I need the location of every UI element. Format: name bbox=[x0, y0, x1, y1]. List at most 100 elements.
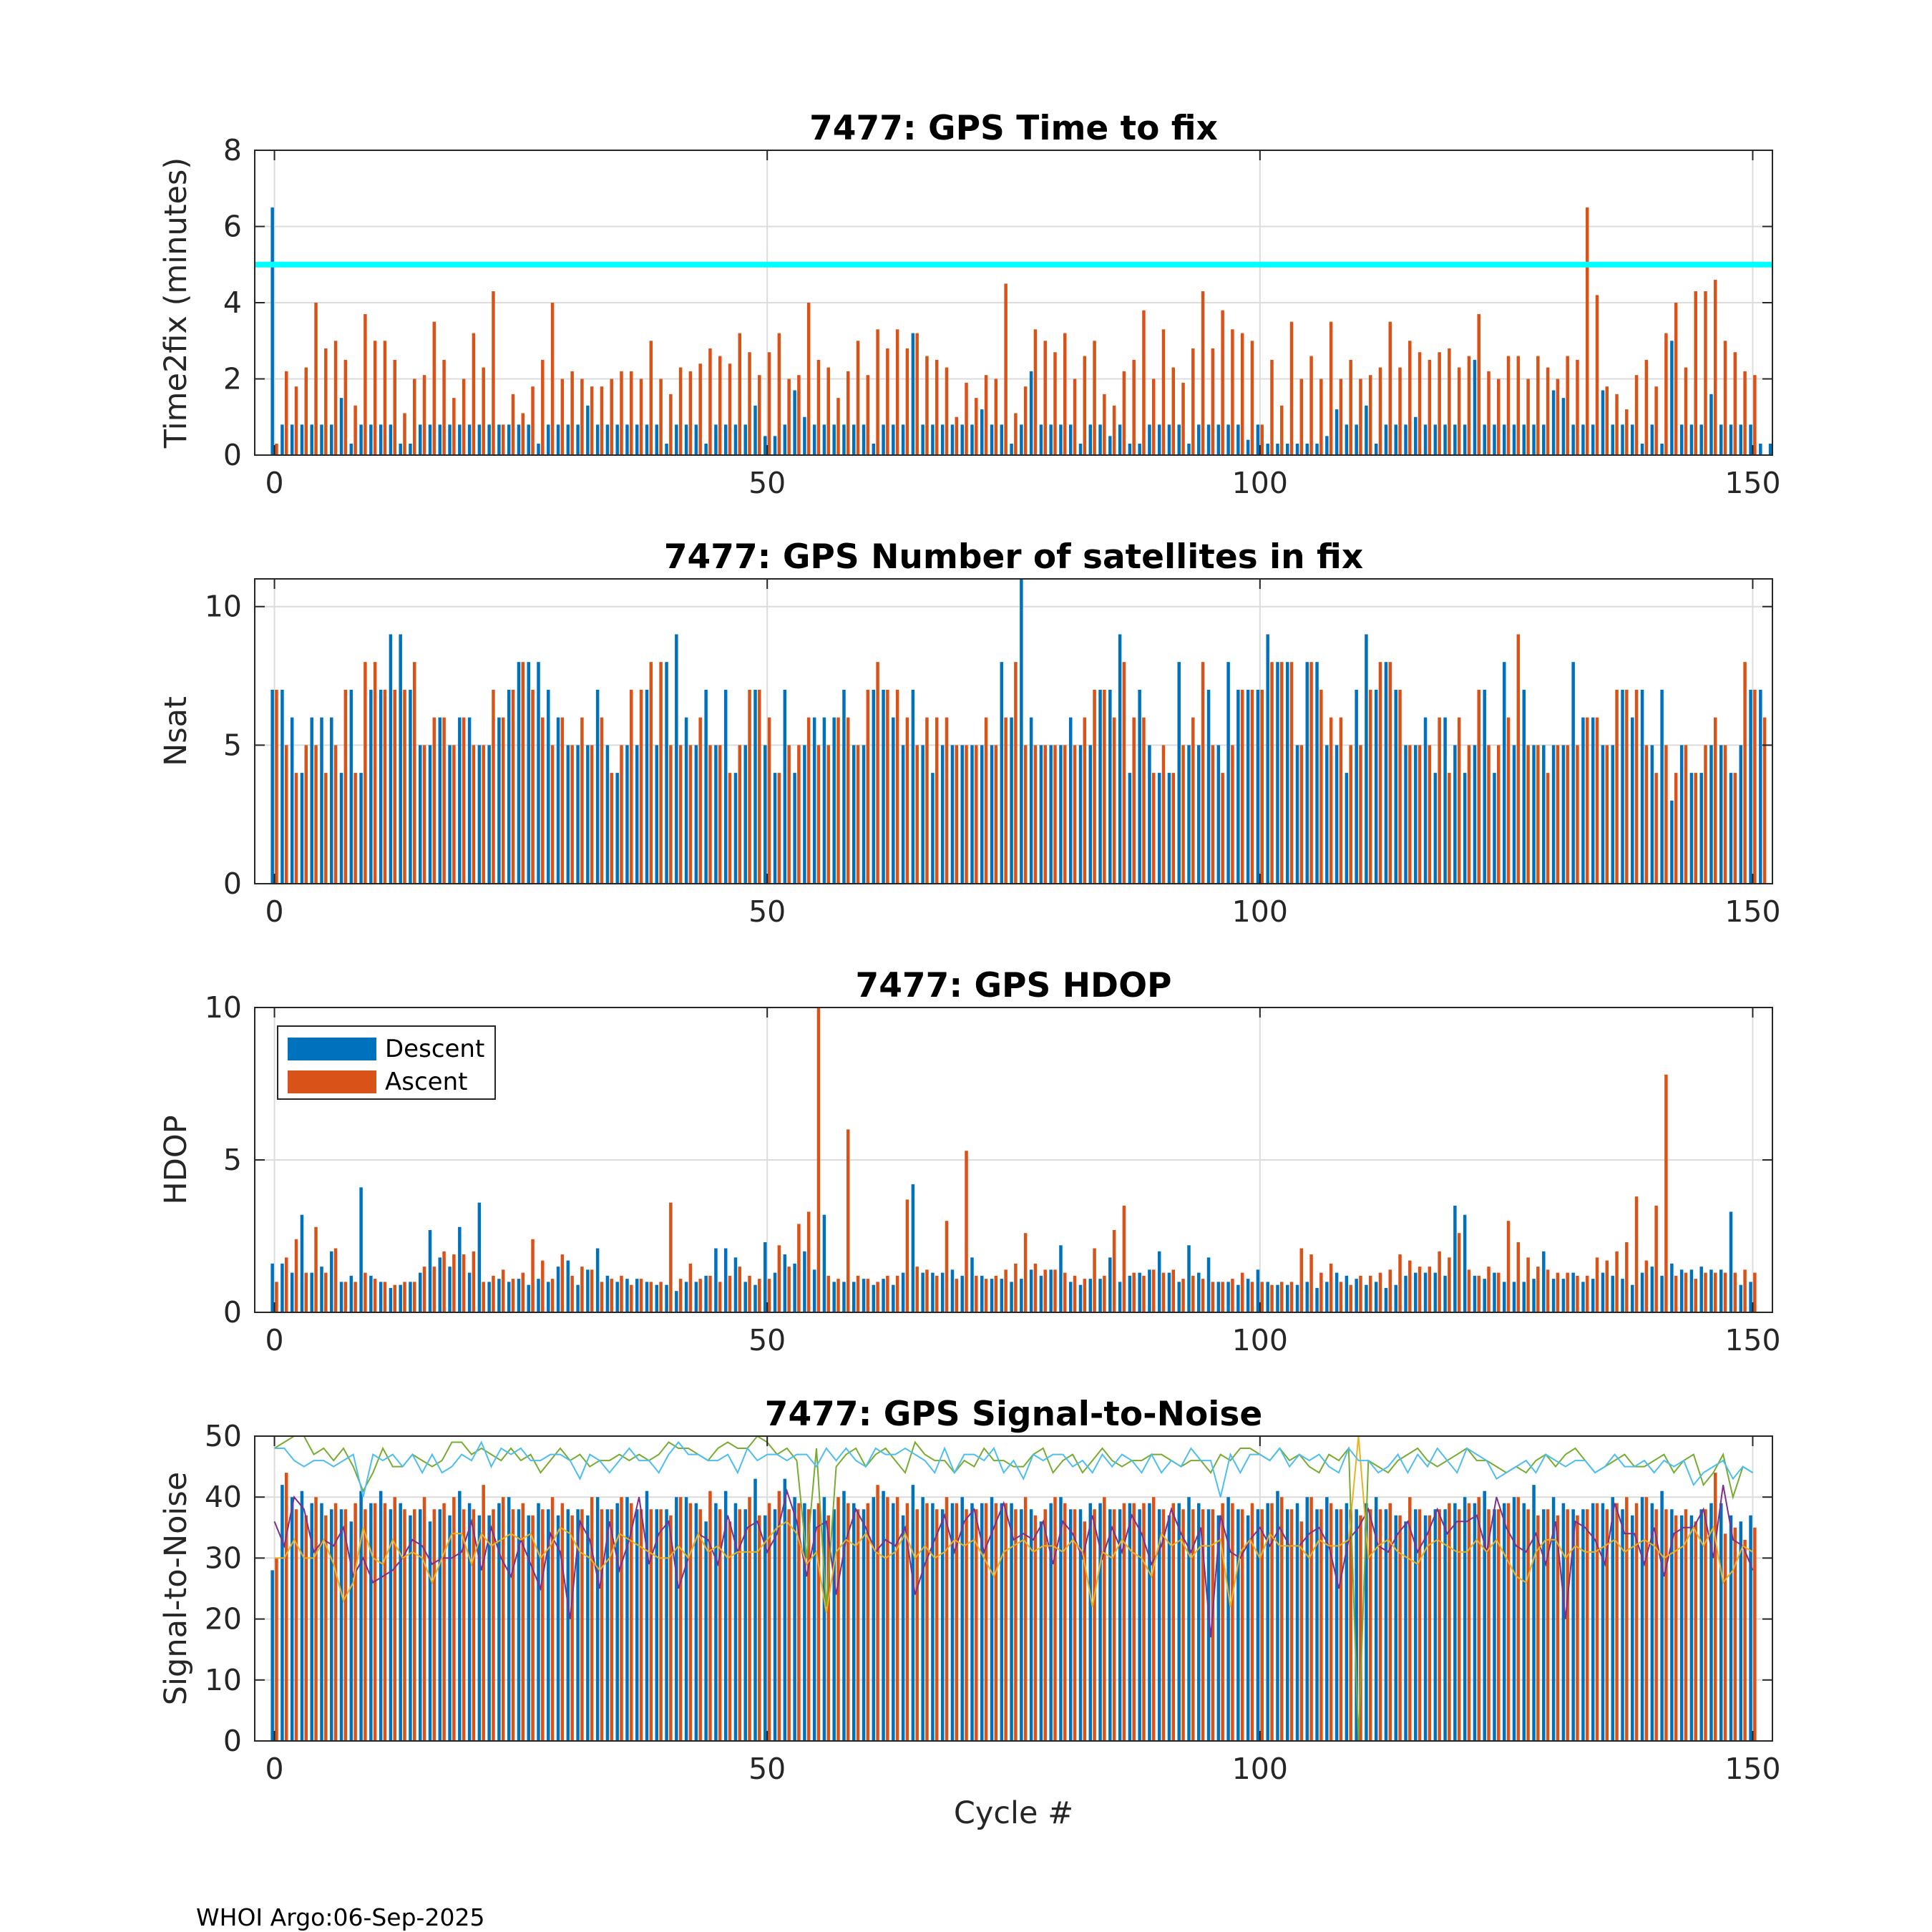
descent-bar bbox=[694, 1282, 698, 1312]
descent-bar bbox=[1709, 1503, 1713, 1741]
ascent-bar bbox=[1418, 745, 1422, 884]
ascent-bar bbox=[393, 1284, 396, 1312]
ascent-bar bbox=[482, 745, 485, 884]
ascent-bar bbox=[1260, 689, 1264, 884]
descent-bar bbox=[1197, 1272, 1201, 1312]
descent-bar bbox=[507, 1497, 511, 1741]
descent-bar bbox=[852, 424, 856, 455]
ascent-bar bbox=[1615, 1503, 1619, 1741]
x-tick-label: 50 bbox=[748, 894, 786, 929]
descent-bar bbox=[1443, 424, 1447, 455]
ascent-bar bbox=[856, 1509, 860, 1741]
descent-bar bbox=[418, 424, 422, 455]
ascent-bar bbox=[1467, 1269, 1471, 1312]
ascent-bar bbox=[718, 745, 722, 884]
ascent-bar bbox=[1556, 1272, 1560, 1312]
descent-bar bbox=[1601, 1272, 1605, 1312]
ascent-bar bbox=[1349, 1509, 1352, 1741]
descent-bar bbox=[822, 1497, 826, 1741]
descent-bar bbox=[586, 1269, 590, 1312]
descent-bar bbox=[832, 1509, 836, 1741]
descent-bar bbox=[1187, 444, 1191, 455]
ascent-bar bbox=[1260, 424, 1264, 455]
descent-bar bbox=[300, 1214, 304, 1312]
ascent-bar bbox=[1299, 379, 1304, 455]
descent-bar bbox=[842, 689, 846, 884]
descent-bar bbox=[911, 1184, 915, 1312]
descent-bar bbox=[1276, 662, 1279, 884]
descent-bar bbox=[743, 1509, 747, 1741]
ascent-bar bbox=[1714, 1272, 1717, 1312]
descent-bar bbox=[310, 1503, 313, 1741]
descent-bar bbox=[1414, 745, 1418, 884]
descent-bar bbox=[1226, 424, 1230, 455]
descent-bar bbox=[980, 745, 984, 884]
ascent-bar bbox=[304, 745, 308, 884]
descent-bar bbox=[270, 1263, 274, 1312]
ascent-bar bbox=[1674, 1515, 1678, 1741]
descent-bar bbox=[812, 1269, 816, 1312]
ascent-bar bbox=[1428, 745, 1432, 884]
ascent-bar bbox=[1634, 689, 1639, 884]
descent-bar bbox=[517, 662, 521, 884]
descent-bar bbox=[389, 634, 393, 884]
ascent-bar bbox=[669, 1202, 673, 1312]
descent-bar bbox=[921, 424, 924, 455]
ascent-bar bbox=[1122, 371, 1126, 455]
ascent-bar bbox=[1448, 348, 1451, 455]
descent-bar bbox=[872, 444, 876, 455]
ascent-bar bbox=[1260, 1282, 1264, 1312]
descent-bar bbox=[723, 689, 728, 884]
descent-bar bbox=[320, 717, 323, 884]
ascent-bar bbox=[275, 1282, 278, 1312]
ascent-bar bbox=[373, 1279, 377, 1312]
descent-bar bbox=[793, 1497, 796, 1741]
y-tick-label: 0 bbox=[223, 1295, 242, 1330]
ascent-bar bbox=[975, 745, 978, 884]
descent-bar bbox=[1138, 1509, 1141, 1741]
descent-bar bbox=[1098, 424, 1102, 455]
descent-bar bbox=[1689, 1515, 1694, 1741]
descent-bar bbox=[1571, 1509, 1575, 1741]
ascent-bar bbox=[678, 1279, 683, 1312]
ascent-bar bbox=[294, 386, 298, 455]
descent-bar bbox=[733, 424, 738, 455]
ascent-bar bbox=[698, 364, 702, 455]
ascent-bar bbox=[353, 1282, 357, 1312]
ascent-bar bbox=[1595, 1257, 1599, 1312]
ascent-bar bbox=[1743, 371, 1747, 455]
chart-title: 7477: GPS Signal-to-Noise bbox=[765, 1395, 1262, 1434]
descent-bar bbox=[1601, 745, 1605, 884]
descent-bar bbox=[704, 689, 708, 884]
ascent-bar bbox=[570, 1275, 574, 1312]
descent-bar bbox=[339, 1509, 343, 1741]
ascent-bar bbox=[1280, 1282, 1284, 1312]
descent-bar bbox=[280, 1263, 284, 1312]
descent-bar bbox=[1167, 1515, 1171, 1741]
ascent-bar bbox=[1566, 356, 1569, 455]
ascent-bar bbox=[1043, 341, 1047, 455]
y-tick-label: 0 bbox=[223, 438, 242, 472]
ascent-bar bbox=[1191, 1275, 1195, 1312]
descent-bar bbox=[1285, 444, 1289, 455]
descent-bar bbox=[1512, 745, 1516, 884]
ascent-bar bbox=[1014, 662, 1018, 884]
descent-bar bbox=[1532, 1279, 1536, 1312]
descent-bar bbox=[359, 773, 363, 884]
descent-bar bbox=[714, 1503, 718, 1741]
ascent-bar bbox=[1073, 379, 1077, 455]
descent-bar bbox=[763, 1242, 767, 1312]
descent-bar bbox=[556, 424, 560, 455]
descent-bar bbox=[507, 1282, 511, 1312]
ascent-bar bbox=[560, 379, 565, 455]
ascent-bar bbox=[1536, 356, 1540, 455]
ascent-bar bbox=[1714, 280, 1717, 455]
descent-bar bbox=[1355, 1279, 1358, 1312]
descent-bar bbox=[1423, 1272, 1428, 1312]
descent-bar bbox=[1059, 1497, 1063, 1741]
descent-bar bbox=[723, 424, 728, 455]
descent-bar bbox=[1729, 1515, 1733, 1741]
ascent-bar bbox=[284, 745, 288, 884]
descent-bar bbox=[1246, 1515, 1250, 1741]
ascent-bar bbox=[1171, 367, 1176, 455]
